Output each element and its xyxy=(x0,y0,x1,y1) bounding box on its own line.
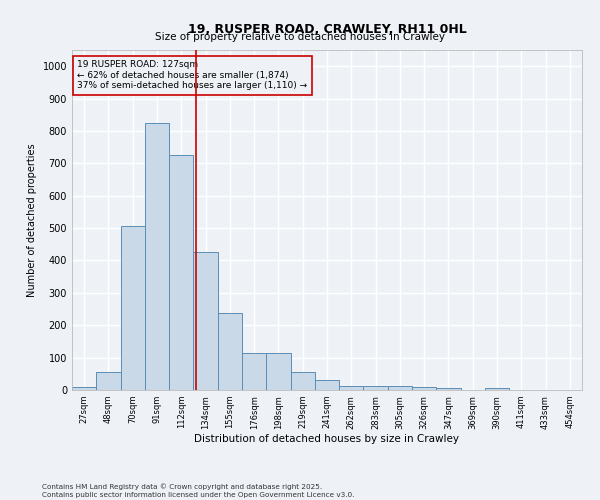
Bar xyxy=(436,388,461,390)
Bar xyxy=(169,155,193,390)
Bar xyxy=(96,372,121,390)
Bar xyxy=(193,252,218,390)
Text: Contains HM Land Registry data © Crown copyright and database right 2025.
Contai: Contains HM Land Registry data © Crown c… xyxy=(42,484,355,498)
X-axis label: Distribution of detached houses by size in Crawley: Distribution of detached houses by size … xyxy=(194,434,460,444)
Y-axis label: Number of detached properties: Number of detached properties xyxy=(27,143,37,297)
Bar xyxy=(388,386,412,390)
Title: 19, RUSPER ROAD, CRAWLEY, RH11 0HL: 19, RUSPER ROAD, CRAWLEY, RH11 0HL xyxy=(188,24,466,36)
Bar xyxy=(145,123,169,390)
Text: 19 RUSPER ROAD: 127sqm
← 62% of detached houses are smaller (1,874)
37% of semi-: 19 RUSPER ROAD: 127sqm ← 62% of detached… xyxy=(77,60,307,90)
Bar xyxy=(485,388,509,390)
Bar xyxy=(290,372,315,390)
Bar xyxy=(242,353,266,390)
Bar xyxy=(315,380,339,390)
Bar xyxy=(121,226,145,390)
Bar xyxy=(266,353,290,390)
Bar xyxy=(72,388,96,390)
Bar xyxy=(412,387,436,390)
Bar xyxy=(364,386,388,390)
Bar xyxy=(339,386,364,390)
Text: Size of property relative to detached houses in Crawley: Size of property relative to detached ho… xyxy=(155,32,445,42)
Bar xyxy=(218,313,242,390)
